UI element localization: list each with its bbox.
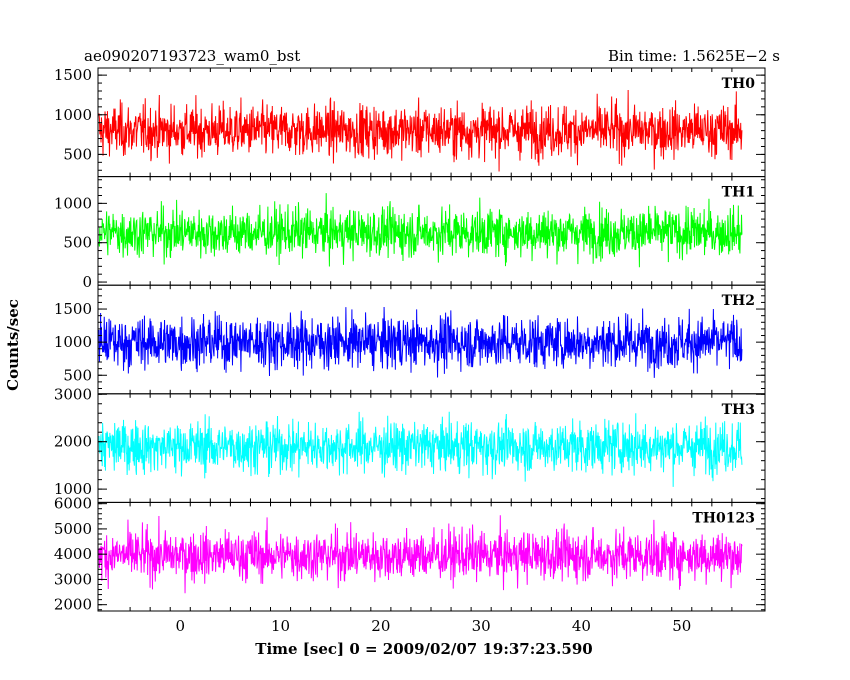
x-axis: 0 10 20 30 40 50 [175, 617, 691, 635]
y-tick-label: 3000 [54, 570, 92, 588]
x-axis-label: Time [sec] 0 = 2009/02/07 19:37:23.590 [255, 640, 592, 658]
panel-label: TH3 [722, 402, 755, 418]
y-tick-label: 4000 [54, 545, 92, 563]
y-tick-label: 0 [82, 273, 92, 291]
x-tick-label: 10 [271, 617, 290, 635]
x-tick-label: 0 [175, 617, 185, 635]
y-tick-label: 500 [63, 145, 92, 163]
y-tick-label: 2000 [54, 596, 92, 614]
chart-title-right: Bin time: 1.5625E−2 s [608, 47, 780, 65]
panels: 500 1000 1500 TH0 0 500 1000 TH1 500 1000 1500 TH2 1… [54, 66, 766, 614]
panel-th3: 1000 2000 3000 TH3 [54, 385, 766, 503]
chart-title-left: ae090207193723_wam0_bst [84, 47, 300, 65]
panel-frame [97, 501, 766, 612]
x-tick-label: 20 [371, 617, 390, 635]
series-th0 [98, 89, 743, 172]
panel-th0123: 2000 3000 4000 5000 6000 TH0123 [54, 495, 766, 614]
y-tick-label: 1500 [54, 66, 92, 84]
y-tick-label: 1000 [54, 333, 92, 351]
y-tick-label: 3000 [54, 385, 92, 403]
panel-label: TH0 [722, 76, 756, 92]
series-th2 [98, 306, 743, 378]
x-tick-label: 50 [672, 617, 691, 635]
x-tick-label: 40 [572, 617, 591, 635]
y-tick-label: 1000 [54, 106, 92, 124]
panel-th2: 500 1000 1500 TH2 [54, 284, 766, 395]
y-axis-label: Counts/sec [4, 299, 22, 391]
panel-label: TH0123 [692, 510, 755, 526]
panel-th1: 0 500 1000 TH1 [54, 176, 766, 291]
series-th0123 [98, 515, 743, 594]
y-tick-label: 500 [63, 234, 92, 252]
panel-th0: 500 1000 1500 TH0 [54, 66, 766, 178]
y-tick-label: 6000 [54, 495, 92, 513]
series-th3 [98, 411, 743, 487]
y-tick-label: 1000 [54, 194, 92, 212]
y-tick-label: 5000 [54, 520, 92, 538]
panel-label: TH2 [722, 293, 755, 309]
y-tick-label: 1500 [54, 300, 92, 318]
y-tick-label: 500 [63, 366, 92, 384]
y-tick-label: 1000 [54, 480, 92, 498]
panel-label: TH1 [722, 185, 755, 201]
y-tick-label: 2000 [54, 433, 92, 451]
series-th1 [98, 193, 743, 268]
x-tick-label: 30 [472, 617, 491, 635]
